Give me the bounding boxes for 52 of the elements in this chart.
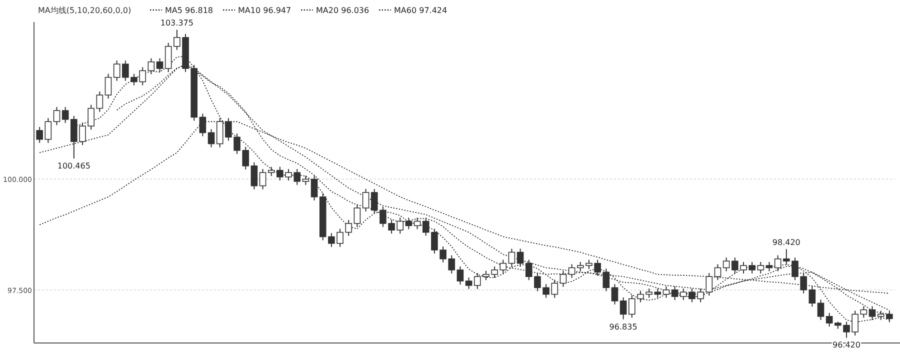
candlestick [817,299,824,320]
candlestick [208,128,215,148]
candlestick [44,118,52,144]
candlestick [516,248,524,268]
candlestick [96,91,104,112]
legend-label: MA10 96.947 [238,6,292,15]
candlestick [259,168,266,190]
candlestick [877,310,884,320]
candlestick [148,58,155,75]
candlestick [560,270,567,288]
candlestick [199,113,206,137]
candlestick [456,266,464,286]
candlestick [104,73,112,100]
candlestick [826,312,833,328]
legend-label: MA5 96.818 [165,6,213,15]
candlestick [714,264,722,281]
chart-subtitle: MA均线(5,10,20,60,0,0) [38,6,132,15]
candlestick [362,188,370,212]
candlestick [310,175,318,201]
candlestick [860,306,868,318]
annotation: 103.375 [160,18,194,28]
candlestick [757,261,764,274]
candlestick [722,257,730,272]
candlestick [766,261,773,272]
annotation: 96.835 [609,322,638,332]
candlestick [113,60,120,82]
candlestick [868,306,876,320]
candlestick [405,217,412,230]
candlestick [662,286,670,298]
candlestick [774,254,782,272]
candlestick [302,175,310,186]
legend-label: MA60 97.424 [394,6,448,15]
candlestick [250,162,258,190]
candlestick [808,286,816,308]
candlestick [620,296,627,320]
candlestick [164,42,172,73]
candlestick [671,286,678,301]
candlestick [465,276,472,290]
candlestick [508,248,516,268]
candlestick [354,204,361,228]
legend-label: MA20 96.036 [316,6,370,15]
candlestick [611,284,618,305]
annotation: 100.465 [57,162,90,171]
annotation: 98.420 [772,238,800,248]
candlestick [886,310,893,323]
candlestick [53,106,60,126]
candlestick [414,217,421,230]
candlestick [156,58,164,73]
candlestick [568,264,576,278]
annotation: 96.420 [832,340,860,350]
candlestick [36,126,43,144]
candlestick [62,106,69,124]
